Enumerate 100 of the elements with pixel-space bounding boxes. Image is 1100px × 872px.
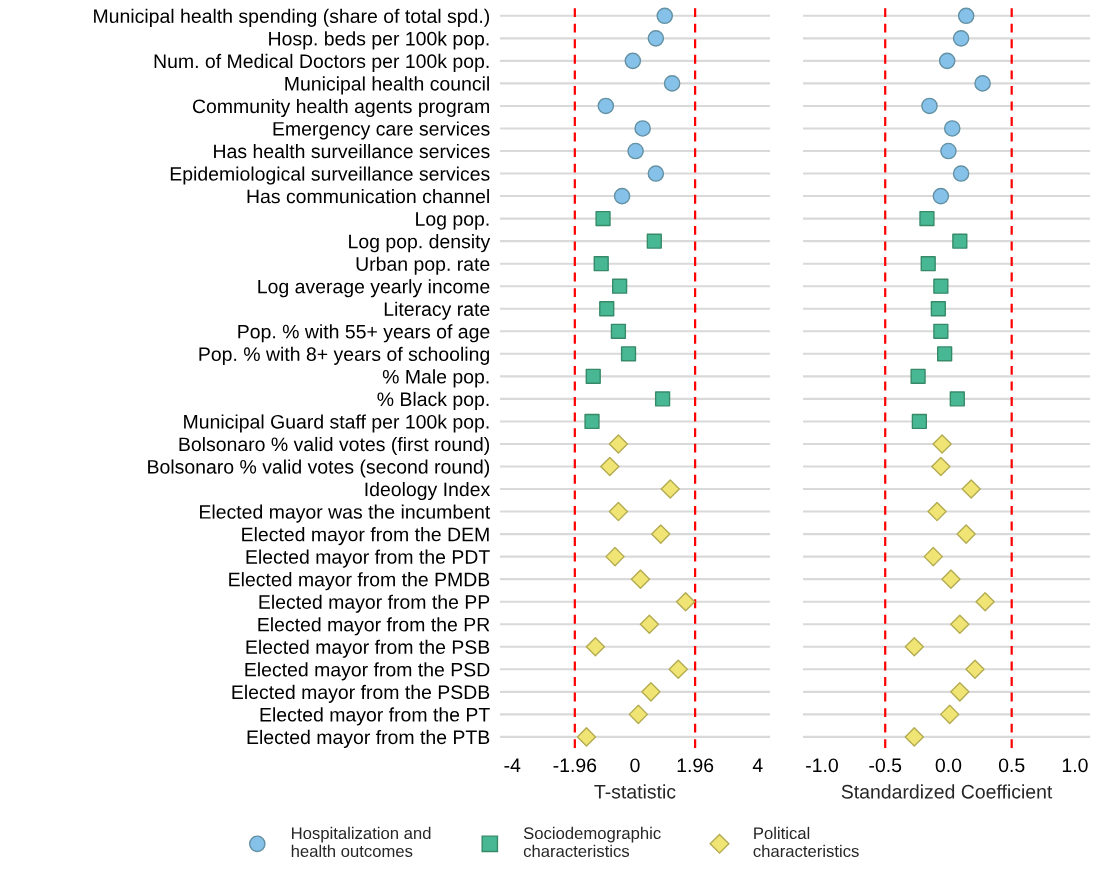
point [608,434,629,454]
point [937,346,953,362]
y-tick-label: Ideology Index [365,481,491,501]
x-tick-label: -0.5 [869,758,902,773]
point [651,524,671,544]
y-tick-label: Elected mayor was the incumbent [200,504,491,523]
y-tick-label: Num. of Medical Doctors per 100k pop. [154,53,489,72]
y-tick-label: Pop. % with 55+ years of age [238,324,490,343]
x-tick-label: 1.96 [677,758,714,773]
y-tick-label: % Black pop. [377,391,489,410]
y-tick-label: Has communication channel [247,189,489,204]
point [950,682,970,702]
point [647,30,665,47]
y-tick-label: Municipal Guard staff per 100k pop. [184,414,489,433]
x-tick-label: -4 [504,758,521,772]
point [600,456,620,477]
y-tick-label: Log pop. [416,212,489,230]
y-tick-label: Log average yearly income [258,279,490,298]
point [933,278,949,294]
point [961,479,981,499]
point [974,75,991,92]
y-tick-label: Elected mayor from the PSDB [232,684,490,703]
point [610,323,627,339]
point [639,614,660,634]
y-tick-label: Literacy rate [384,301,490,320]
point [939,704,960,725]
y-tick-label: Community health agents program [192,98,489,118]
point [910,368,926,384]
point [656,7,674,25]
point [950,614,970,634]
y-tick-label: Has health surveillance services [214,143,490,159]
y-tick-label: Municipal health spending (share of total spd.) [94,8,490,27]
point [940,142,957,160]
y-tick-label: Bolsonaro % valid votes (first round) [179,436,490,456]
point [628,704,649,725]
point [634,120,651,137]
point [930,301,946,317]
point [919,210,935,227]
y-tick-label: Elected mayor from the PDT [246,549,490,568]
point [627,142,644,160]
y-tick-label: Municipal health council [285,76,489,95]
point [584,413,600,430]
point [630,569,651,589]
x-tick-label: -1.96 [553,758,597,773]
point [660,479,681,499]
point [931,456,951,477]
y-tick-label: Hosp. beds per 100k pop. [269,31,489,50]
y-tick-label: Log pop. density [349,234,491,253]
point [932,187,950,205]
y-tick-label: Urban pop. rate [356,256,490,275]
point [956,524,976,544]
point [921,97,938,115]
point [646,233,662,249]
point [585,368,601,384]
point [933,323,949,339]
x-tick-label: 0 [630,758,640,773]
point [654,391,671,407]
x-tick-label: 0.0 [935,758,962,773]
point [647,165,665,182]
point [641,682,661,702]
point [927,501,947,522]
y-tick-label: Pop. % with 8+ years of schooling [199,346,489,365]
point [599,301,615,317]
x-tick-label: 1.0 [1062,758,1088,773]
x-axis-title: Standardized Coefficient [841,784,1053,799]
y-tick-label: Bolsonaro % valid votes (second round) [148,459,490,478]
point [668,659,688,680]
y-tick-label: Epidemiological surveillance services [170,166,490,185]
x-tick-label: 4 [752,758,763,772]
y-tick-label: % Male pop. [382,369,489,388]
point [911,413,927,430]
legend-label: Political characteristics [753,826,859,858]
point [576,727,597,747]
point [952,30,970,47]
point [624,52,642,70]
y-tick-label: Elected mayor from the PSB [246,639,490,658]
point [949,391,965,407]
point [595,210,611,227]
point [675,591,696,612]
point [923,546,944,567]
y-tick-label: Elected mayor from the PT [260,707,490,726]
x-axis-title: T-statistic [594,784,676,799]
legend-label: Sociodemographic characteristics [523,826,661,858]
point [904,637,925,657]
y-tick-label: Elected mayor from the PMDB [229,572,490,591]
y-tick-label: Elected mayor from the DEM [242,527,489,546]
point [597,97,615,115]
point [620,346,637,362]
point [663,75,681,92]
point [932,434,952,454]
point [605,546,625,567]
point [920,256,936,272]
point [975,591,995,612]
point [585,637,606,657]
point [952,233,968,249]
point [613,187,631,205]
y-tick-label: Elected mayor from the PP [259,594,490,613]
point [904,727,925,747]
legend-label: Hospitalization and health outcomes [291,826,431,858]
point [943,120,961,137]
